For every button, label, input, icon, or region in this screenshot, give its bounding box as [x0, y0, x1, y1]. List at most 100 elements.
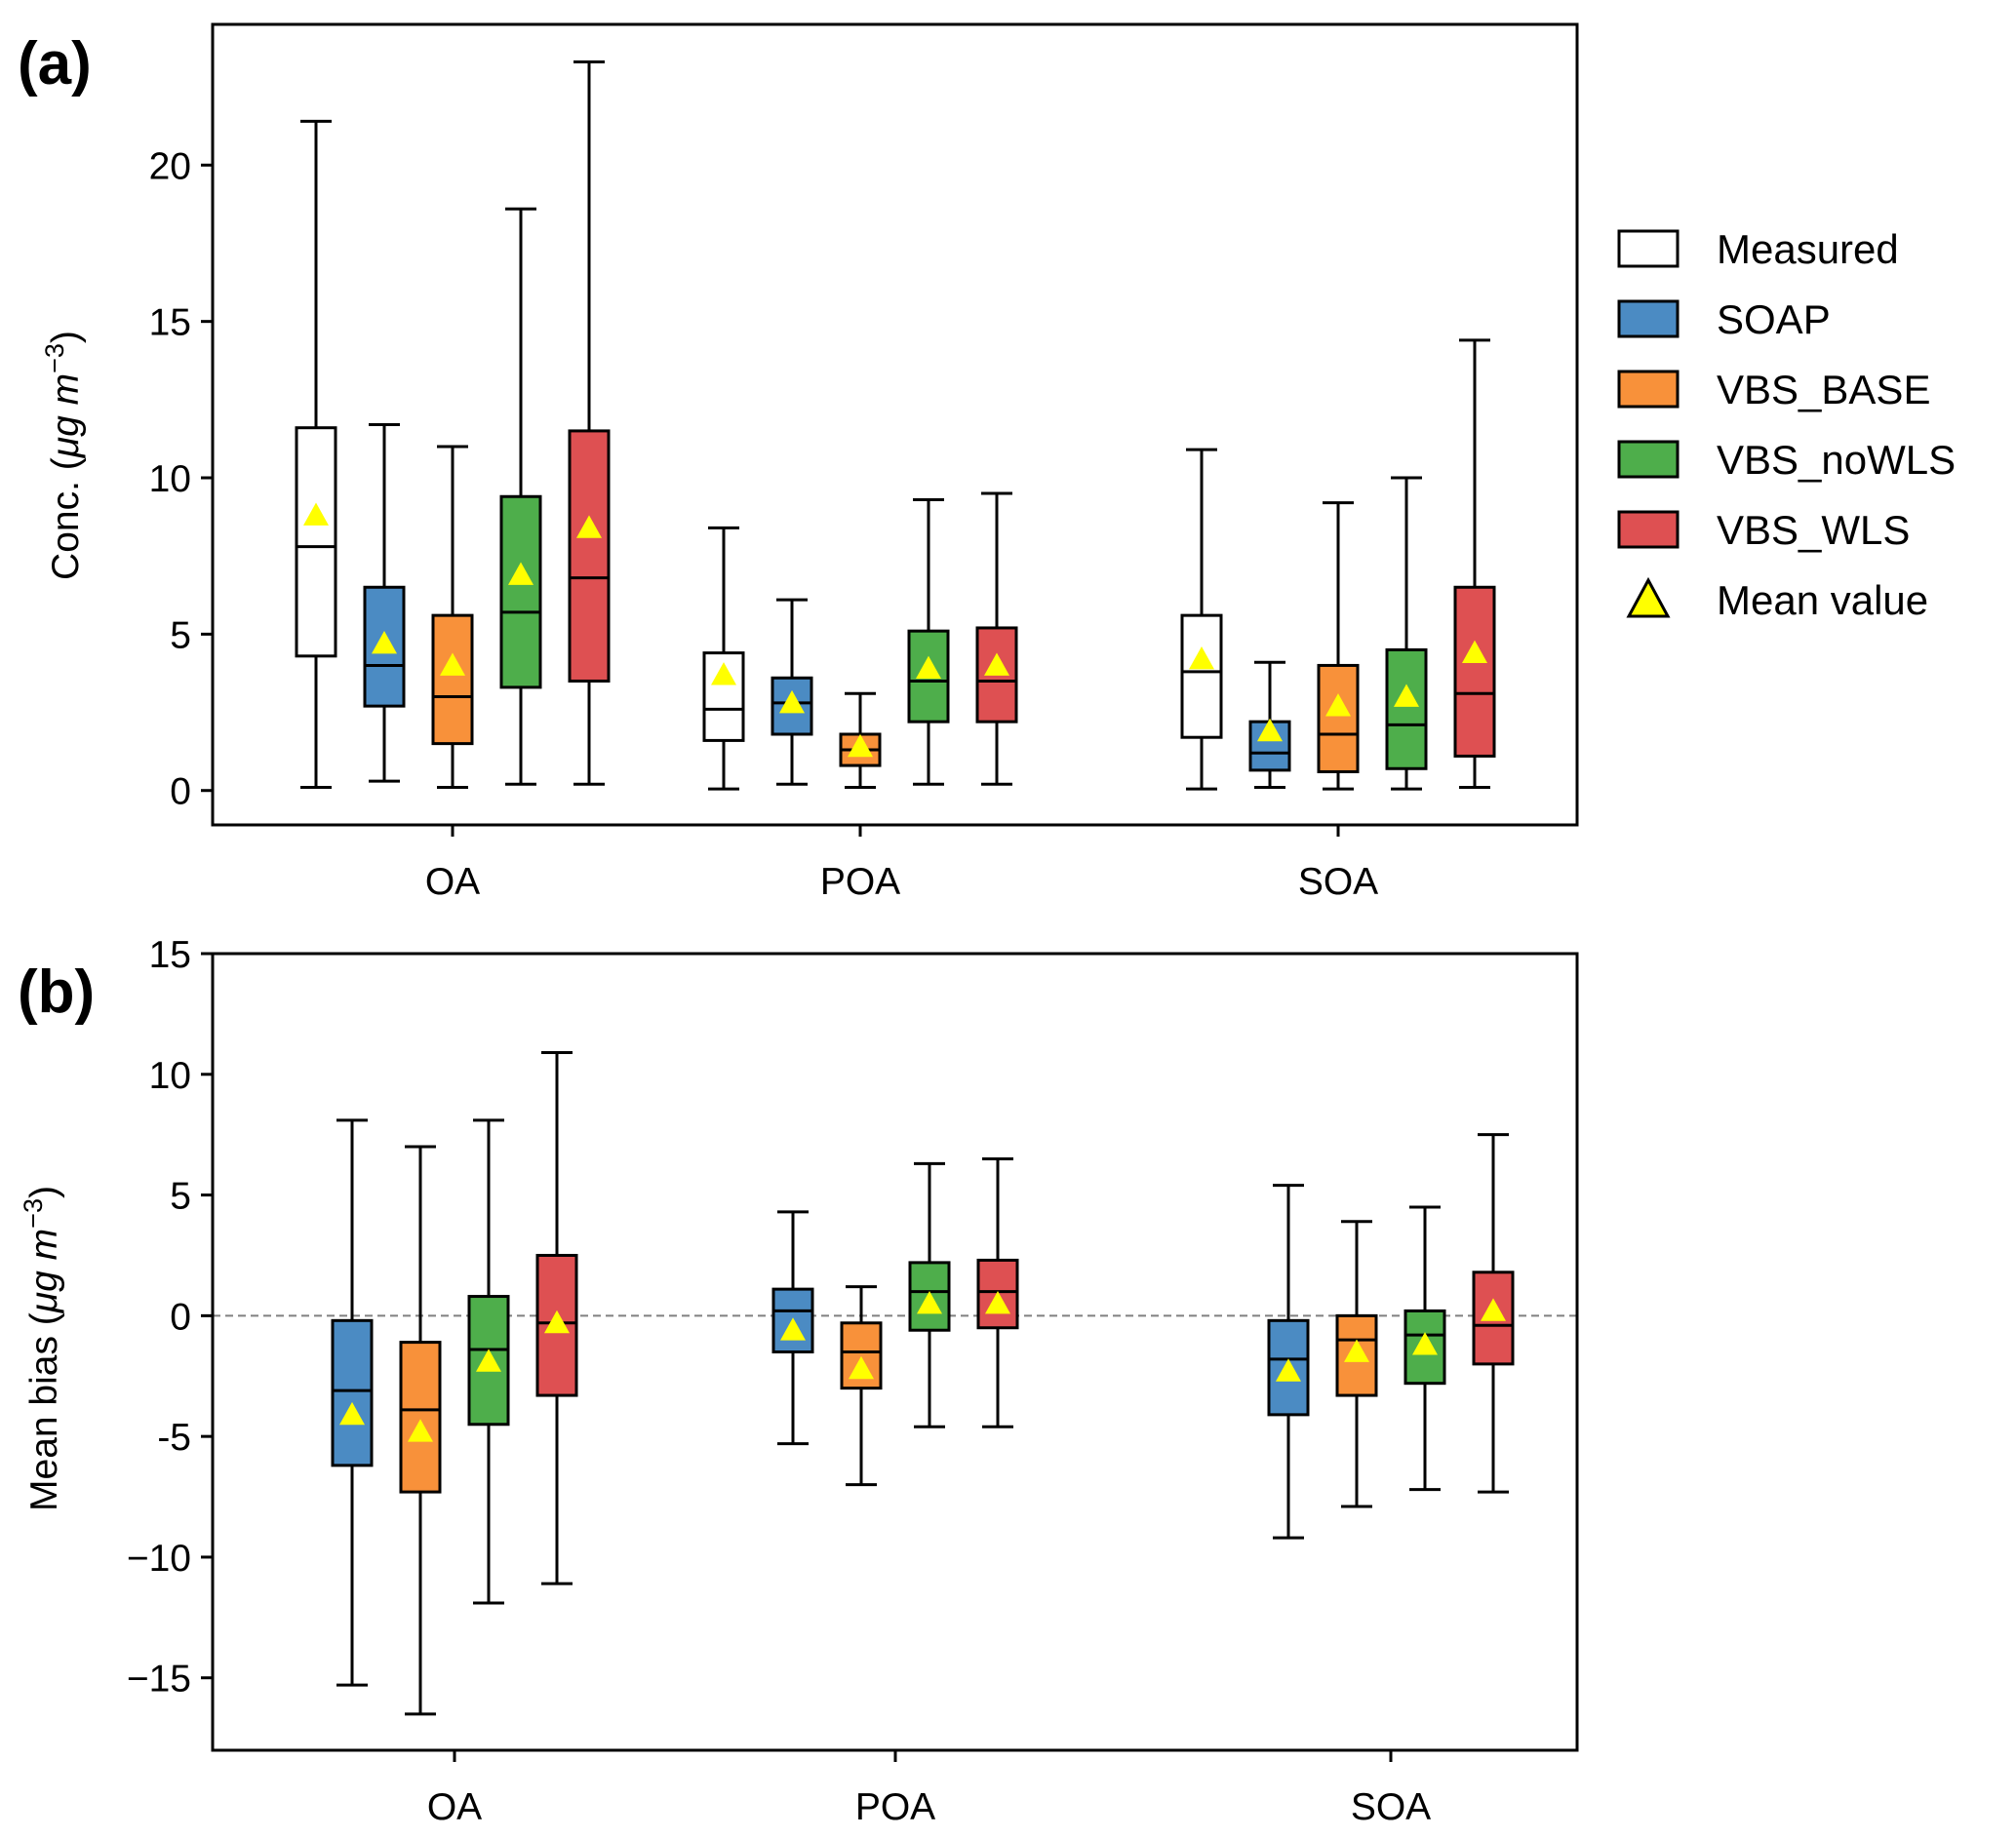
y-tick-label: 10 [149, 1055, 191, 1097]
y-tick-label: 15 [149, 934, 191, 976]
panel-a-ylabel-unit: μg m [45, 373, 87, 458]
panel-b-ylabel-prefix: Mean bias ( [23, 1312, 65, 1511]
mean-marker [1412, 1332, 1438, 1355]
box-vbs_base-soa [1317, 501, 1360, 791]
mean-marker [1394, 684, 1419, 707]
y-tick-label: 5 [170, 1176, 191, 1218]
x-tick-label-oa: OA [425, 861, 480, 903]
mean-marker [1189, 646, 1214, 670]
mean-marker [408, 1419, 433, 1442]
box-vbs_base-soa [1335, 1220, 1378, 1508]
box-measured-soa [1180, 448, 1223, 791]
legend-label: VBS_WLS [1717, 507, 1910, 553]
panel-b-label: (b) [18, 958, 95, 1026]
mean-marker [303, 502, 329, 526]
box-soap-poa [771, 1210, 814, 1446]
iqr-box [1385, 647, 1428, 770]
y-tick-label: 15 [149, 302, 191, 344]
legend-item-measured: Measured [1617, 226, 1899, 272]
box-vbs_wls-oa [568, 59, 611, 786]
legend-mean-icon [1626, 576, 1671, 618]
mean-marker [984, 652, 1009, 676]
panel-a: (a) Conc. (μg m−3) 0 5 10 15 20 OA POA SOA [18, 22, 1579, 903]
y-tick-label: 0 [170, 1296, 191, 1338]
box-vbs_wls-soa [1472, 1133, 1515, 1494]
legend: Measured SOAP VBS_BASE VBS_noWLS VBS_WLS Mean… [1617, 226, 1956, 623]
legend-item-vbs_wls: VBS_WLS [1617, 507, 1910, 553]
panel-b-ylabel-sup: −3 [19, 1198, 48, 1229]
box-vbs_base-poa [840, 1285, 883, 1487]
panel-a-ylabel-suffix: ) [45, 331, 87, 343]
mean-marker [1325, 693, 1351, 717]
legend-item-mean-value: Mean value [1626, 576, 1928, 623]
mean-marker [780, 1317, 806, 1341]
panel-b-ylabel: Mean bias (μg m−3) [19, 1186, 65, 1511]
iqr-box [1180, 613, 1223, 739]
mean-marker [544, 1310, 570, 1334]
iqr-box [1453, 585, 1496, 758]
y-tick-label: -5 [157, 1417, 191, 1459]
iqr-box [702, 651, 745, 742]
box-soap-soa [1248, 660, 1291, 790]
y-tick-label: 20 [149, 145, 191, 187]
box-soap-oa [363, 423, 406, 783]
box-vbs_wls-poa [976, 1156, 1019, 1428]
box-vbs_nowls-oa [499, 207, 542, 786]
legend-swatch [1617, 370, 1680, 409]
y-tick-label: 5 [170, 614, 191, 656]
box-vbs_base-poa [839, 691, 882, 790]
mean-marker [917, 1290, 942, 1314]
panel-a-ylabel-prefix: Conc. ( [45, 457, 87, 580]
box-measured-oa [295, 119, 337, 790]
legend-swatch [1617, 229, 1680, 268]
legend-item-vbs_base: VBS_BASE [1617, 367, 1930, 412]
box-soap-oa [331, 1118, 374, 1687]
box-measured-poa [702, 526, 745, 791]
mean-marker [1344, 1339, 1369, 1362]
box-vbs_wls-poa [975, 491, 1018, 786]
box-vbs_wls-soa [1453, 338, 1496, 790]
x-tick-label-oa: OA [427, 1786, 482, 1828]
legend-label: VBS_noWLS [1717, 437, 1956, 483]
mean-marker [1462, 640, 1487, 664]
mean-marker [476, 1349, 501, 1372]
y-tick-label: −10 [127, 1538, 191, 1580]
mean-marker [1481, 1298, 1506, 1321]
legend-label: Mean value [1717, 577, 1928, 623]
panel-a-ylabel: Conc. (μg m−3) [40, 331, 87, 580]
mean-marker [1257, 718, 1283, 742]
box-soap-soa [1267, 1184, 1310, 1540]
axes-frame [211, 22, 1579, 827]
x-tick-label-soa: SOA [1298, 861, 1378, 903]
mean-marker [848, 733, 873, 758]
mean-marker [916, 655, 941, 680]
mean-marker [576, 515, 602, 538]
legend-label: Measured [1717, 226, 1899, 272]
y-tick-label: 10 [149, 458, 191, 500]
mean-marker [985, 1290, 1010, 1314]
box-vbs_wls-oa [535, 1051, 578, 1585]
x-tick-label-poa: POA [820, 861, 900, 903]
iqr-box [399, 1341, 442, 1494]
legend-swatch [1617, 299, 1680, 338]
panel-b: (b) Mean bias (μg m−3) −15 −10 -5 0 5 10 15 OA P… [18, 934, 1579, 1828]
legend-swatch [1617, 440, 1680, 479]
iqr-box [840, 1321, 883, 1390]
box-vbs_nowls-poa [907, 497, 950, 786]
mean-marker [711, 662, 736, 685]
legend-item-soap: SOAP [1617, 296, 1831, 342]
y-tick-label: −15 [127, 1659, 191, 1701]
panel-b-ylabel-suffix: ) [23, 1186, 65, 1198]
mean-marker [339, 1401, 365, 1426]
box-vbs_nowls-poa [908, 1161, 951, 1428]
mean-marker [1276, 1358, 1301, 1382]
panel-b-ylabel-unit: μg m [23, 1229, 65, 1313]
legend-item-vbs_nowls: VBS_noWLS [1617, 437, 1956, 483]
axes-frame [211, 952, 1579, 1752]
x-tick-label-poa: POA [855, 1786, 935, 1828]
box-vbs_base-oa [399, 1145, 442, 1716]
iqr-box [331, 1318, 374, 1467]
iqr-box [295, 426, 337, 658]
y-tick-label: 0 [170, 771, 191, 813]
